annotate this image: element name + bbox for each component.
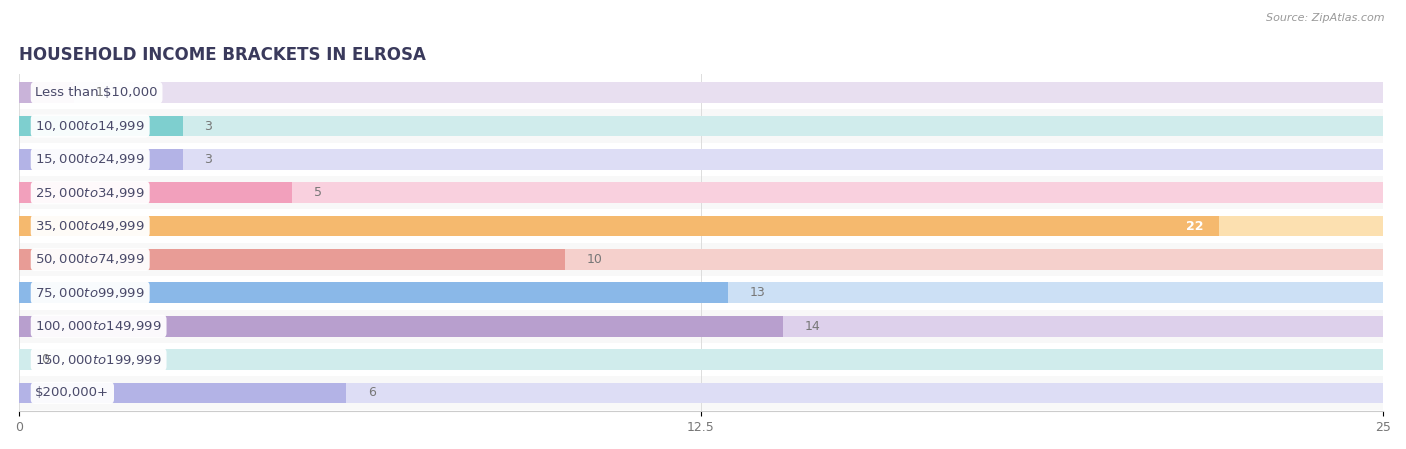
Bar [20,343,1384,376]
Bar [20,216,1219,237]
Bar [20,316,783,337]
Text: $25,000 to $34,999: $25,000 to $34,999 [35,186,145,200]
Text: $10,000 to $14,999: $10,000 to $14,999 [35,119,145,133]
Text: $100,000 to $149,999: $100,000 to $149,999 [35,319,162,333]
Bar [20,82,1384,103]
Bar [20,243,1384,276]
Bar [20,383,346,403]
Text: $50,000 to $74,999: $50,000 to $74,999 [35,252,145,266]
Text: $75,000 to $99,999: $75,000 to $99,999 [35,286,145,300]
Text: 0: 0 [41,353,49,366]
Text: 13: 13 [751,286,766,299]
Text: $15,000 to $24,999: $15,000 to $24,999 [35,152,145,167]
Text: 10: 10 [586,253,602,266]
Text: $200,000+: $200,000+ [35,387,110,400]
Text: 14: 14 [804,320,821,333]
Bar [20,282,1384,303]
Text: $35,000 to $49,999: $35,000 to $49,999 [35,219,145,233]
Bar [20,376,1384,409]
Bar [20,276,1384,309]
Bar [20,282,728,303]
Bar [20,149,183,170]
Bar [20,316,1384,337]
Text: HOUSEHOLD INCOME BRACKETS IN ELROSA: HOUSEHOLD INCOME BRACKETS IN ELROSA [20,46,426,64]
Bar [20,209,1384,243]
Text: 6: 6 [368,387,375,400]
Bar [20,82,73,103]
Bar [20,309,1384,343]
Bar [20,249,565,270]
Bar [20,182,292,203]
Bar [20,76,1384,110]
Bar [20,182,1384,203]
Text: 1: 1 [96,86,103,99]
Text: $150,000 to $199,999: $150,000 to $199,999 [35,352,162,366]
Bar [20,116,1384,136]
Text: 5: 5 [314,186,322,199]
Bar [20,143,1384,176]
Bar [20,216,1384,237]
Bar [20,383,1384,403]
Text: 22: 22 [1185,220,1204,233]
Text: Source: ZipAtlas.com: Source: ZipAtlas.com [1267,13,1385,23]
Bar [20,176,1384,209]
Text: Less than $10,000: Less than $10,000 [35,86,157,99]
Bar [20,149,1384,170]
Text: 3: 3 [204,153,212,166]
Bar [20,116,183,136]
Text: 3: 3 [204,119,212,132]
Bar [20,249,1384,270]
Bar [20,349,1384,370]
Bar [20,110,1384,143]
